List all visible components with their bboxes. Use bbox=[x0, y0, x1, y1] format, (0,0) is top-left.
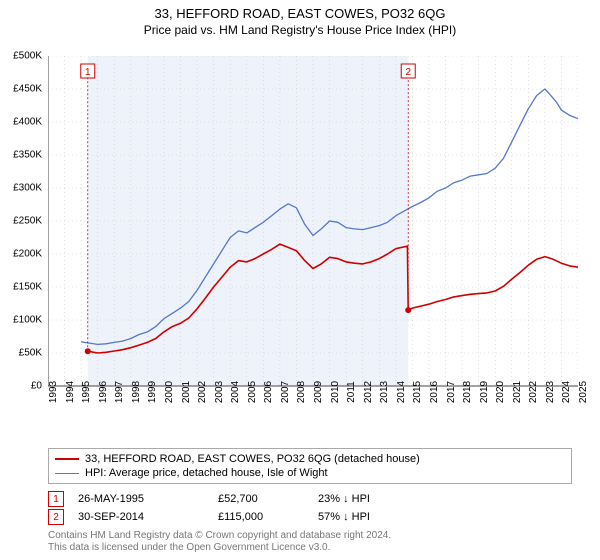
svg-text:2: 2 bbox=[405, 67, 411, 78]
x-tick-label: 1994 bbox=[65, 381, 76, 403]
legend-row-hpi: HPI: Average price, detached house, Isle… bbox=[55, 466, 565, 480]
transactions-table: 1 26-MAY-1995 £52,700 23% ↓ HPI 2 30-SEP… bbox=[48, 490, 558, 526]
chart-area: 12 £0£50K£100K£150K£200K£250K£300K£350K£… bbox=[48, 56, 578, 416]
marker-badge-1: 1 bbox=[48, 491, 64, 507]
x-tick-label: 2016 bbox=[429, 381, 440, 403]
txn-price: £115,000 bbox=[218, 511, 318, 523]
x-tick-label: 2024 bbox=[561, 381, 572, 403]
y-tick-label: £350K bbox=[0, 150, 42, 161]
x-tick-label: 2020 bbox=[495, 381, 506, 403]
y-tick-label: £50K bbox=[0, 348, 42, 359]
x-tick-label: 2003 bbox=[214, 381, 225, 403]
title-main: 33, HEFFORD ROAD, EAST COWES, PO32 6QG bbox=[0, 6, 600, 21]
x-tick-label: 2011 bbox=[346, 381, 357, 403]
x-tick-label: 1996 bbox=[98, 381, 109, 403]
x-tick-label: 2022 bbox=[528, 381, 539, 403]
x-tick-label: 2023 bbox=[545, 381, 556, 403]
txn-pct: 23% ↓ HPI bbox=[318, 493, 458, 505]
x-tick-label: 1993 bbox=[48, 381, 59, 403]
x-tick-label: 2014 bbox=[396, 381, 407, 403]
x-tick-label: 2021 bbox=[512, 381, 523, 403]
y-tick-label: £300K bbox=[0, 183, 42, 194]
txn-date: 30-SEP-2014 bbox=[78, 511, 218, 523]
x-tick-label: 2007 bbox=[280, 381, 291, 403]
table-row: 1 26-MAY-1995 £52,700 23% ↓ HPI bbox=[48, 490, 558, 508]
x-tick-label: 2004 bbox=[230, 381, 241, 403]
y-tick-label: £250K bbox=[0, 216, 42, 227]
txn-date: 26-MAY-1995 bbox=[78, 493, 218, 505]
x-tick-label: 2019 bbox=[479, 381, 490, 403]
x-tick-label: 2001 bbox=[181, 381, 192, 403]
y-tick-label: £100K bbox=[0, 315, 42, 326]
legend-box: 33, HEFFORD ROAD, EAST COWES, PO32 6QG (… bbox=[48, 448, 572, 484]
y-tick-label: £200K bbox=[0, 249, 42, 260]
y-tick-label: £400K bbox=[0, 117, 42, 128]
y-tick-label: £0 bbox=[0, 381, 42, 392]
title-sub: Price paid vs. HM Land Registry's House … bbox=[0, 23, 600, 37]
x-tick-label: 1997 bbox=[114, 381, 125, 403]
chart-container: 33, HEFFORD ROAD, EAST COWES, PO32 6QG P… bbox=[0, 0, 600, 560]
x-tick-label: 2025 bbox=[578, 381, 589, 403]
x-tick-label: 2000 bbox=[164, 381, 175, 403]
x-tick-label: 2006 bbox=[263, 381, 274, 403]
x-tick-label: 1998 bbox=[131, 381, 142, 403]
x-tick-label: 2018 bbox=[462, 381, 473, 403]
legend-swatch-hpi bbox=[55, 473, 79, 474]
chart-svg: 12 bbox=[48, 56, 578, 416]
x-tick-label: 2009 bbox=[313, 381, 324, 403]
legend-swatch-property bbox=[55, 458, 79, 460]
attribution-line2: This data is licensed under the Open Gov… bbox=[48, 542, 568, 554]
legend-row-property: 33, HEFFORD ROAD, EAST COWES, PO32 6QG (… bbox=[55, 452, 565, 466]
y-tick-label: £500K bbox=[0, 51, 42, 62]
attribution-line1: Contains HM Land Registry data © Crown c… bbox=[48, 530, 568, 542]
x-tick-label: 2005 bbox=[247, 381, 258, 403]
table-row: 2 30-SEP-2014 £115,000 57% ↓ HPI bbox=[48, 508, 558, 526]
x-tick-label: 1995 bbox=[81, 381, 92, 403]
marker-badge-2: 2 bbox=[48, 509, 64, 525]
x-tick-label: 2010 bbox=[330, 381, 341, 403]
svg-text:1: 1 bbox=[85, 67, 91, 78]
x-tick-label: 2008 bbox=[296, 381, 307, 403]
legend-label-hpi: HPI: Average price, detached house, Isle… bbox=[85, 466, 328, 480]
txn-pct: 57% ↓ HPI bbox=[318, 511, 458, 523]
y-tick-label: £150K bbox=[0, 282, 42, 293]
x-tick-label: 1999 bbox=[147, 381, 158, 403]
x-tick-label: 2002 bbox=[197, 381, 208, 403]
title-block: 33, HEFFORD ROAD, EAST COWES, PO32 6QG P… bbox=[0, 0, 600, 37]
x-tick-label: 2015 bbox=[412, 381, 423, 403]
x-tick-label: 2017 bbox=[446, 381, 457, 403]
x-tick-label: 2013 bbox=[379, 381, 390, 403]
attribution: Contains HM Land Registry data © Crown c… bbox=[48, 530, 568, 554]
x-tick-label: 2012 bbox=[363, 381, 374, 403]
txn-price: £52,700 bbox=[218, 493, 318, 505]
y-tick-label: £450K bbox=[0, 84, 42, 95]
legend-label-property: 33, HEFFORD ROAD, EAST COWES, PO32 6QG (… bbox=[85, 452, 420, 466]
